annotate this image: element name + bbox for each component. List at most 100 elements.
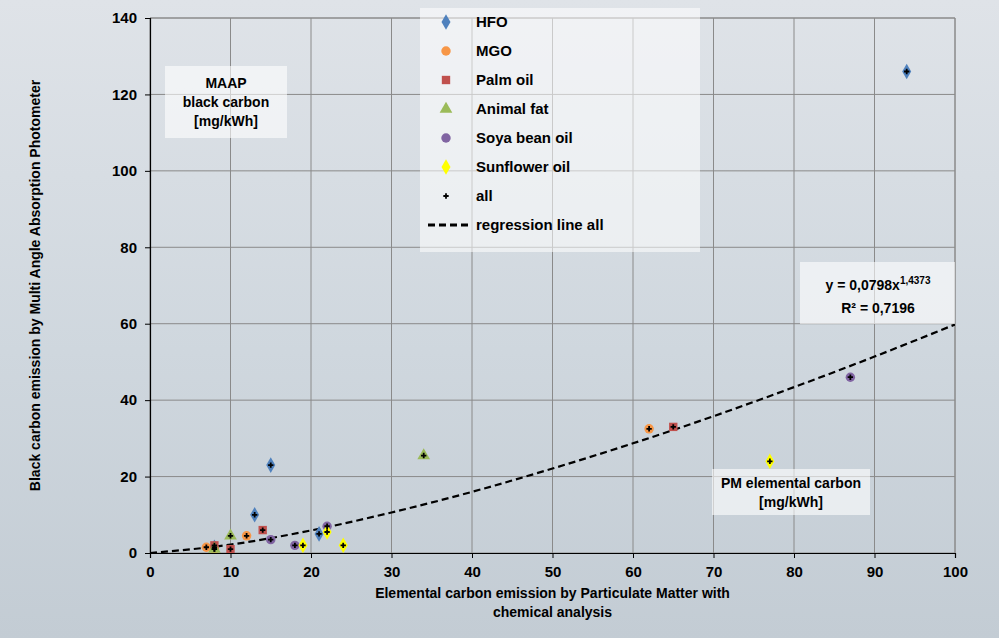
tick-mark: [145, 400, 150, 401]
tick-mark: [145, 247, 150, 248]
point: [300, 543, 305, 548]
x-axis-title: Elemental carbon emission by Particulate…: [375, 585, 730, 620]
tick-mark: [472, 553, 473, 558]
legend-label: all: [476, 187, 493, 204]
chart: 0102030405060708090100020406080100120140…: [0, 0, 999, 638]
tick-mark: [553, 553, 554, 558]
tick: 40: [464, 553, 481, 580]
point: [417, 448, 430, 459]
tick-label: 60: [625, 563, 642, 580]
point: [669, 423, 677, 431]
point: [228, 533, 233, 538]
tick: 30: [384, 553, 401, 580]
legend-swatch: [441, 133, 450, 142]
legend-label: HFO: [476, 13, 508, 30]
point: [290, 541, 299, 550]
point: [212, 546, 217, 551]
point: [421, 453, 426, 458]
annotations: MAAPblack carbon[mg/kWh]PM elemental car…: [165, 66, 955, 515]
legend-swatch: [442, 159, 451, 175]
legend-swatch: [428, 224, 472, 227]
text-line: Elemental carbon emission by Particulate…: [375, 585, 730, 601]
tick-label: 80: [786, 563, 803, 580]
tick: 60: [120, 315, 150, 332]
point: [242, 531, 251, 540]
tick: 20: [120, 468, 150, 485]
point: [646, 426, 651, 431]
annotation: [mg/kWh]: [759, 494, 823, 510]
point: [228, 546, 233, 551]
point: [266, 535, 275, 544]
legend-label: Animal fat: [476, 100, 549, 117]
point: [252, 512, 257, 517]
legend-label: Palm oil: [476, 71, 534, 88]
tick-mark: [875, 553, 876, 558]
tick-label: 10: [223, 563, 240, 580]
grid-line-y: [150, 400, 955, 401]
tick-label: 100: [943, 563, 968, 580]
legend: HFOMGOPalm oilAnimal fatSoya bean oilSun…: [420, 8, 700, 252]
tick-mark: [392, 553, 393, 558]
tick-mark: [145, 18, 150, 19]
tick: 10: [223, 553, 240, 580]
tick-label: 50: [545, 563, 562, 580]
tick: 90: [867, 553, 884, 580]
point: [259, 526, 267, 534]
point: [315, 526, 324, 542]
tick-label: 100: [112, 162, 137, 179]
plot-marks: [150, 64, 955, 553]
legend-label: regression line all: [476, 216, 604, 233]
tick: 100: [112, 162, 150, 179]
legend-swatch: [442, 76, 450, 84]
tick: 20: [303, 553, 320, 580]
point: [266, 457, 275, 473]
point: [224, 528, 237, 539]
point: [260, 527, 265, 532]
grid-line-x: [311, 18, 312, 553]
point: [204, 545, 209, 550]
axis-line: [145, 19, 151, 554]
tick-mark: [145, 171, 150, 172]
point: [765, 453, 774, 469]
point: [324, 524, 329, 529]
tick-mark: [231, 553, 232, 558]
tick-mark: [145, 94, 150, 95]
point: [292, 543, 297, 548]
tick-mark: [633, 553, 634, 558]
tick-mark: [955, 553, 956, 558]
tick: 0: [146, 553, 154, 580]
tick-label: 0: [146, 563, 154, 580]
tick-label: 40: [120, 391, 137, 408]
legend-box: [420, 8, 700, 252]
annotation-box: [165, 66, 287, 138]
annotation: black carbon: [183, 94, 269, 110]
tick: 70: [706, 553, 723, 580]
tick-mark: [311, 553, 312, 558]
tick-label: 30: [384, 563, 401, 580]
point: [902, 64, 911, 80]
annotation: MAAP: [205, 75, 246, 91]
point: [268, 537, 273, 542]
annotation: [mg/kWh]: [194, 113, 258, 129]
legend-label: MGO: [476, 42, 512, 59]
point: [244, 533, 249, 538]
equation-exponent: 1,4373: [900, 275, 931, 286]
point: [268, 462, 273, 467]
point: [767, 459, 772, 464]
x-axis: 0 10 20 30 40 50 60 70 80 90 100: [146, 553, 968, 580]
tick-mark: [794, 553, 795, 558]
point: [339, 538, 348, 553]
grid-line-x: [391, 18, 392, 553]
regression-line: [150, 324, 955, 553]
tick-label: 0: [129, 544, 137, 561]
point: [212, 546, 217, 551]
point: [316, 531, 321, 536]
text-line: Black carbon emission by Multi Angle Abs…: [27, 79, 43, 491]
point: [323, 524, 332, 540]
annotation-box: [712, 469, 870, 515]
point: [846, 372, 855, 381]
legend-swatch: [441, 46, 450, 55]
y-axis: 020406080100120140: [112, 9, 151, 561]
legend-swatch: [443, 193, 448, 198]
tick: 140: [112, 9, 150, 26]
